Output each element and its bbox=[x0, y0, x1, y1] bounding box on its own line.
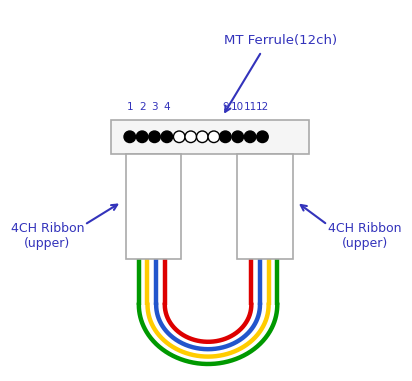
Text: MT Ferrule(12ch): MT Ferrule(12ch) bbox=[224, 34, 337, 46]
FancyBboxPatch shape bbox=[126, 154, 181, 259]
Text: 9: 9 bbox=[222, 102, 229, 112]
Text: 4CH Ribbon
(upper): 4CH Ribbon (upper) bbox=[11, 222, 84, 250]
Ellipse shape bbox=[208, 131, 220, 142]
Text: 12: 12 bbox=[256, 102, 269, 112]
Ellipse shape bbox=[185, 131, 197, 142]
Text: 11: 11 bbox=[243, 102, 257, 112]
Ellipse shape bbox=[124, 131, 136, 142]
Text: 2: 2 bbox=[139, 102, 145, 112]
Text: 4: 4 bbox=[164, 102, 170, 112]
Ellipse shape bbox=[197, 131, 208, 142]
Ellipse shape bbox=[257, 131, 268, 142]
Text: 4CH Ribbon
(upper): 4CH Ribbon (upper) bbox=[328, 222, 401, 250]
Ellipse shape bbox=[220, 131, 231, 142]
Ellipse shape bbox=[136, 131, 148, 142]
Text: 3: 3 bbox=[151, 102, 158, 112]
Ellipse shape bbox=[161, 131, 173, 142]
Ellipse shape bbox=[232, 131, 243, 142]
FancyBboxPatch shape bbox=[237, 154, 293, 259]
Text: 10: 10 bbox=[231, 102, 244, 112]
Text: 1: 1 bbox=[126, 102, 133, 112]
Ellipse shape bbox=[173, 131, 185, 142]
FancyBboxPatch shape bbox=[111, 120, 309, 154]
Ellipse shape bbox=[149, 131, 160, 142]
Ellipse shape bbox=[244, 131, 256, 142]
